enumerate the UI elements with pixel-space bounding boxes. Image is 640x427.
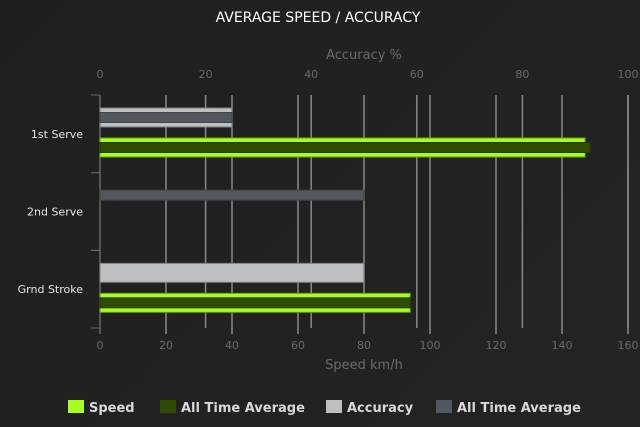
legend-item-label[interactable]: Accuracy — [347, 401, 414, 416]
speed-tick-label: 20 — [159, 339, 173, 352]
accuracy-tick-label: 0 — [97, 68, 104, 81]
legend-swatch — [436, 400, 452, 413]
category-label: 2nd Serve — [27, 206, 83, 219]
speed-average-bar[interactable] — [99, 142, 591, 153]
legend-item-label[interactable]: All Time Average — [181, 401, 305, 416]
accuracy-bar[interactable] — [99, 262, 365, 283]
speed-tick-label: 0 — [97, 339, 104, 352]
legend-item-label[interactable]: Speed — [89, 401, 135, 416]
accuracy-axis-label: Accuracy % — [326, 48, 402, 63]
accuracy-tick-label: 80 — [515, 68, 529, 81]
speed-tick-label: 40 — [225, 339, 239, 352]
legend-item-label[interactable]: All Time Average — [457, 401, 581, 416]
accuracy-tick-label: 100 — [618, 68, 639, 81]
category-label: Grnd Stroke — [18, 283, 84, 296]
speed-axis-label: Speed km/h — [325, 358, 403, 373]
chart-title: AVERAGE SPEED / ACCURACY — [216, 10, 421, 26]
category-label: 1st Serve — [31, 128, 83, 141]
speed-tick-label: 160 — [618, 339, 639, 352]
speed-tick-label: 140 — [552, 339, 573, 352]
accuracy-average-bar[interactable] — [99, 189, 365, 201]
accuracy-tick-label: 60 — [410, 68, 424, 81]
speed-average-bar[interactable] — [99, 297, 411, 309]
speed-tick-label: 120 — [486, 339, 507, 352]
legend-swatch — [68, 400, 84, 413]
legend-swatch — [160, 400, 176, 413]
legend-swatch — [326, 400, 342, 413]
accuracy-tick-label: 20 — [199, 68, 213, 81]
speed-tick-label: 80 — [357, 339, 371, 352]
accuracy-average-bar[interactable] — [99, 112, 233, 123]
accuracy-tick-label: 40 — [304, 68, 318, 81]
speed-tick-label: 100 — [420, 339, 441, 352]
speed-tick-label: 60 — [291, 339, 305, 352]
